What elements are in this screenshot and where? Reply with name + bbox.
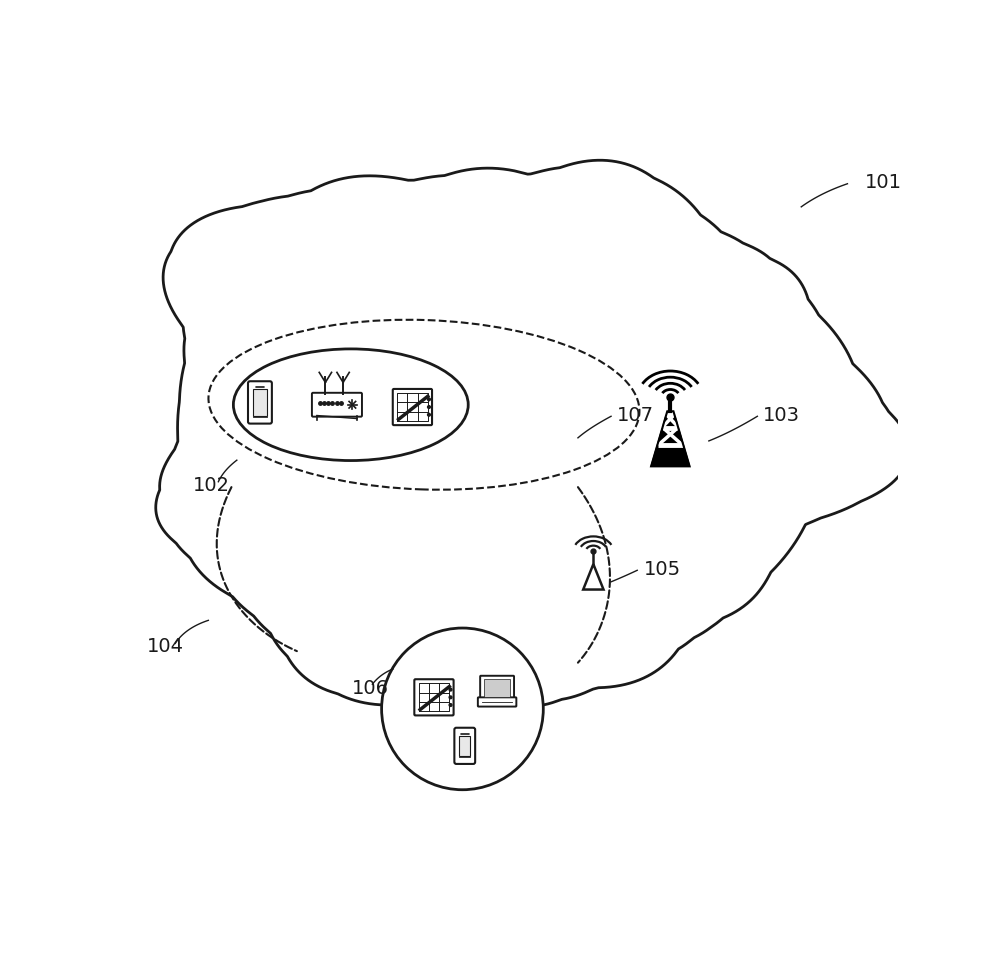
Polygon shape xyxy=(583,564,604,590)
Circle shape xyxy=(449,703,452,706)
FancyBboxPatch shape xyxy=(480,677,514,701)
Text: 103: 103 xyxy=(763,406,800,425)
Text: 107: 107 xyxy=(616,406,653,425)
Polygon shape xyxy=(156,161,909,707)
Bar xyxy=(484,679,510,698)
Text: 106: 106 xyxy=(352,678,389,697)
Polygon shape xyxy=(651,412,690,467)
FancyBboxPatch shape xyxy=(393,389,432,426)
Text: 104: 104 xyxy=(147,636,184,655)
Circle shape xyxy=(449,688,452,691)
Ellipse shape xyxy=(233,350,468,461)
FancyBboxPatch shape xyxy=(454,728,475,764)
Circle shape xyxy=(382,628,543,790)
FancyBboxPatch shape xyxy=(248,382,272,424)
Text: 102: 102 xyxy=(193,475,230,494)
Circle shape xyxy=(428,407,430,409)
FancyBboxPatch shape xyxy=(312,393,362,417)
Circle shape xyxy=(449,696,452,699)
FancyBboxPatch shape xyxy=(478,698,516,707)
Bar xyxy=(459,736,470,756)
Bar xyxy=(253,390,267,416)
Circle shape xyxy=(428,399,430,402)
FancyBboxPatch shape xyxy=(414,679,454,716)
Text: 101: 101 xyxy=(865,173,902,192)
Text: 105: 105 xyxy=(643,559,681,579)
Circle shape xyxy=(428,414,430,417)
